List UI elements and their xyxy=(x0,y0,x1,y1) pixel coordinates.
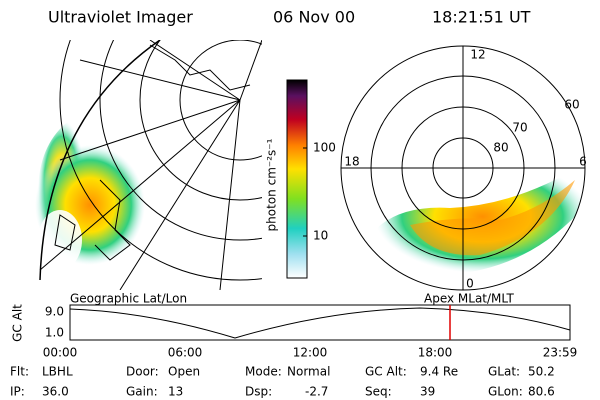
strip-x-tick: 00:00 xyxy=(43,346,78,360)
mlt-label: 12 xyxy=(470,48,485,62)
info-label: Seq: xyxy=(365,385,392,399)
info-label: GLon: xyxy=(488,385,523,399)
strip-y-tick: 9.0 xyxy=(45,305,64,319)
info-label: Gain: xyxy=(126,385,158,399)
info-value: LBHL xyxy=(42,365,73,379)
caption: Geographic Lat/Lon xyxy=(70,292,187,306)
date: 06 Nov 00 xyxy=(273,8,355,27)
info-value: Normal xyxy=(287,365,330,379)
colorbar-label: photon cm⁻²s⁻¹ xyxy=(265,138,279,231)
info-value: 9.4 Re xyxy=(420,365,458,379)
caption: Apex MLat/MLT xyxy=(424,292,514,306)
globe-image xyxy=(35,40,262,290)
strip-x-tick: 18:00 xyxy=(418,346,453,360)
info-value: -2.7 xyxy=(305,385,328,399)
lat-label: 60 xyxy=(564,98,579,112)
lat-label: 70 xyxy=(512,121,527,135)
lat-label: 80 xyxy=(493,141,508,155)
info-label: GC Alt: xyxy=(365,365,407,379)
info-label: GLat: xyxy=(488,365,520,379)
strip-x-tick: 06:00 xyxy=(168,346,203,360)
info-label: Mode: xyxy=(245,365,282,379)
mlt-label: 18 xyxy=(344,155,359,169)
title: Ultraviolet Imager xyxy=(48,8,193,27)
altitude-curve xyxy=(69,307,571,339)
altitude-strip xyxy=(69,304,571,341)
info-value: 36.0 xyxy=(42,385,69,399)
strip-x-tick: 23:59 xyxy=(543,346,578,360)
strip-y-tick: 1.0 xyxy=(45,326,64,340)
strip-x-tick: 12:00 xyxy=(293,346,328,360)
info-label: Flt: xyxy=(10,365,29,379)
info-value: 39 xyxy=(420,385,435,399)
strip-y-label: GC Alt xyxy=(11,304,25,342)
info-value: 13 xyxy=(168,385,183,399)
mlt-label: 6 xyxy=(579,155,587,169)
info-value: Open xyxy=(168,365,200,379)
info-value: 50.2 xyxy=(528,365,555,379)
info-label: Door: xyxy=(126,365,159,379)
info-label: IP: xyxy=(10,385,25,399)
colorbar xyxy=(286,79,308,279)
polar-image xyxy=(375,160,585,274)
info-label: Dsp: xyxy=(245,385,272,399)
mlt-label: 0 xyxy=(466,277,474,291)
colorbar-tick-label: 10 xyxy=(313,229,328,243)
polar-grid xyxy=(340,45,586,291)
time: 18:21:51 UT xyxy=(432,8,531,27)
info-value: 80.6 xyxy=(528,385,555,399)
colorbar-tick-label: 100 xyxy=(313,141,336,155)
